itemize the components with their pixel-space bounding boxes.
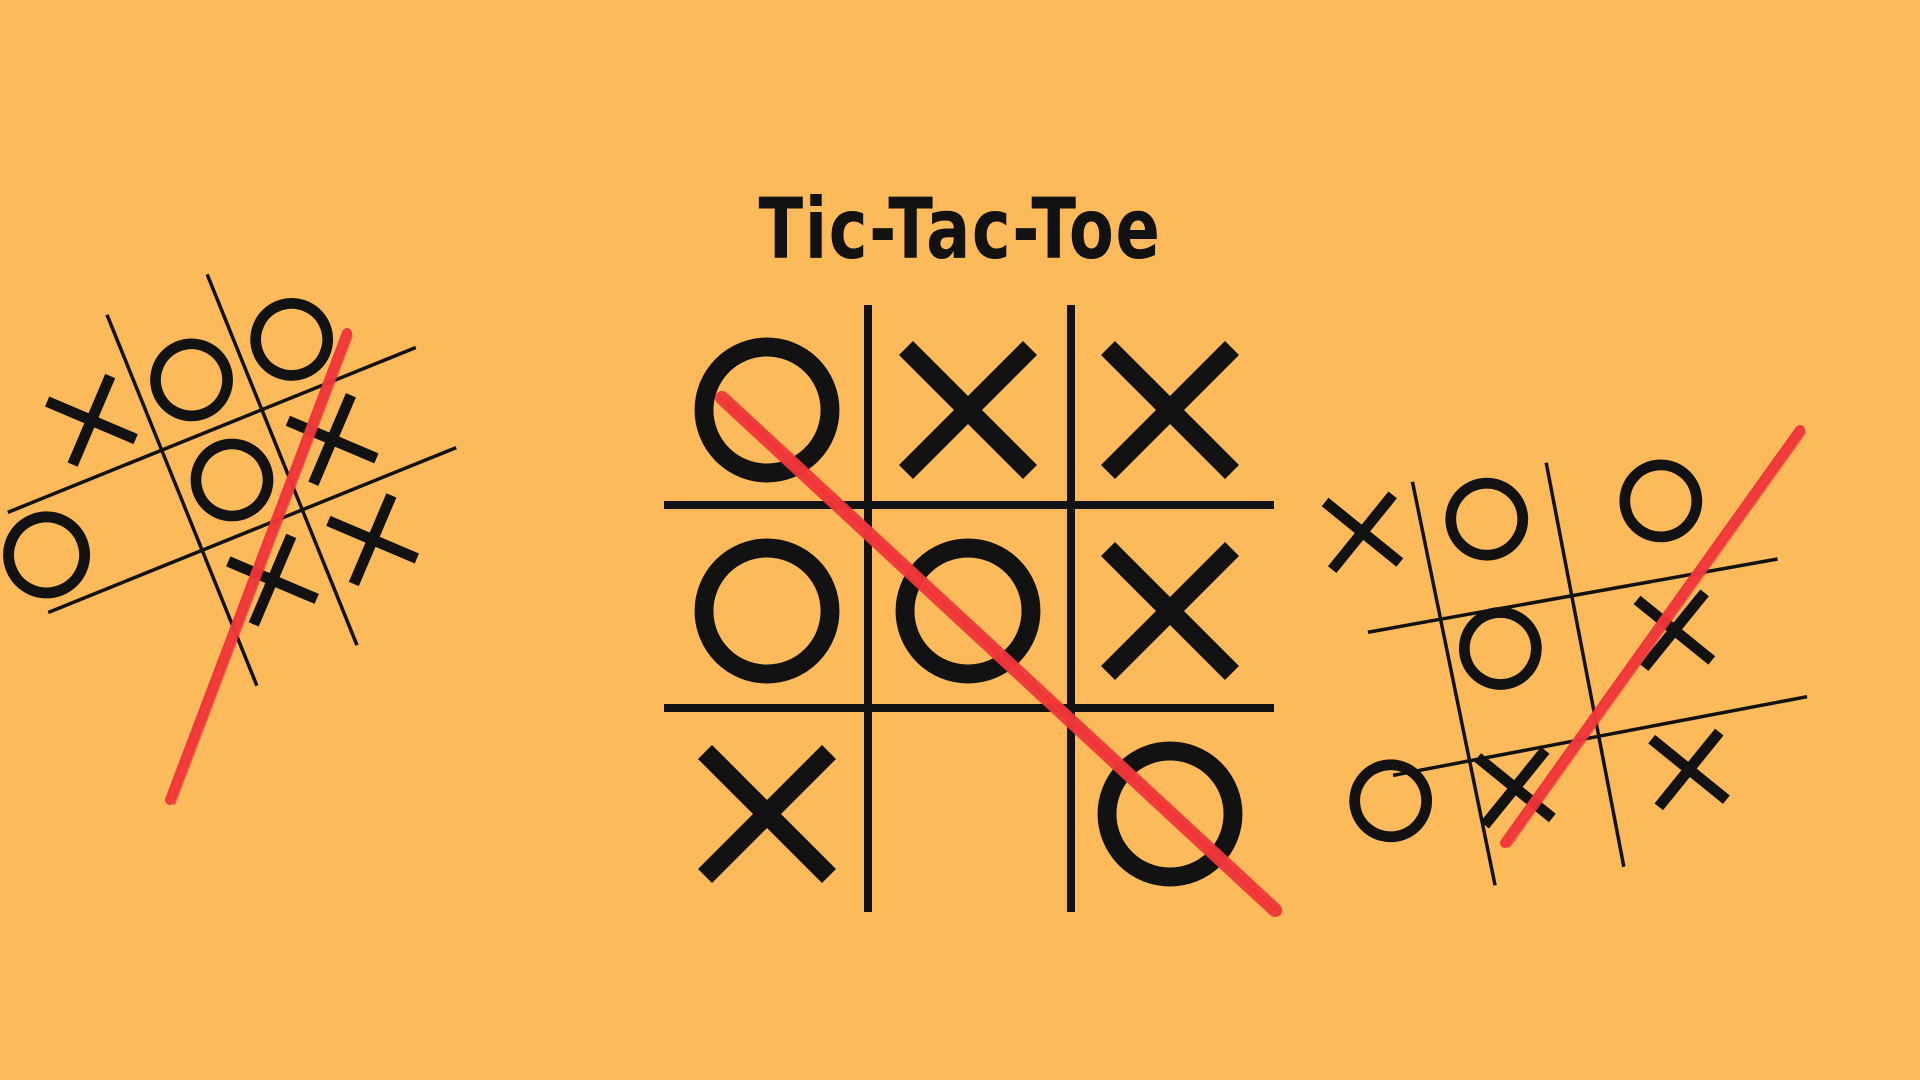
main-board <box>664 305 1282 917</box>
right-board <box>1303 425 1808 886</box>
grid-line <box>1410 481 1497 886</box>
strike-main <box>1500 425 1805 848</box>
board-cell[interactable] <box>1456 728 1575 847</box>
right-grid <box>1367 462 1808 886</box>
strike-main <box>165 328 352 805</box>
board-cell[interactable] <box>21 350 162 491</box>
o-mark <box>1097 741 1243 887</box>
x-mark <box>226 533 319 627</box>
board-cell[interactable] <box>221 269 362 410</box>
board-cell[interactable] <box>1601 442 1720 561</box>
board-cell[interactable] <box>685 529 849 693</box>
game-title: Tic-Tac-Toe <box>211 180 1709 278</box>
strike-accent <box>172 334 353 805</box>
board-cell[interactable] <box>1088 732 1252 896</box>
game-title-text: Tic-Tac-Toe <box>758 180 1162 278</box>
grid-line <box>1367 557 1778 634</box>
board-cell[interactable] <box>886 732 1050 896</box>
x-stroke <box>248 533 297 627</box>
o-mark <box>1458 607 1542 690</box>
cell-hitbox[interactable] <box>1331 741 1450 860</box>
board-cell[interactable] <box>1303 473 1422 592</box>
x-mark <box>697 744 837 884</box>
grid-line <box>47 446 457 615</box>
board-cell[interactable] <box>1441 589 1560 708</box>
cell-hitbox[interactable] <box>1601 442 1720 561</box>
x-stroke <box>898 340 1038 480</box>
x-mark <box>898 340 1038 480</box>
x-mark <box>45 373 138 467</box>
x-stroke <box>1639 589 1709 671</box>
main-winning-strike <box>715 391 1282 917</box>
board-cell[interactable] <box>121 310 262 451</box>
strike-accent <box>1500 426 1799 843</box>
grid-line <box>1544 462 1626 868</box>
board-cell[interactable] <box>1331 741 1450 860</box>
strike-accent <box>1507 431 1806 848</box>
board-cell[interactable] <box>1088 529 1252 693</box>
left-board-body <box>3 269 457 687</box>
board-cell[interactable] <box>262 369 403 510</box>
grid-line <box>205 273 359 646</box>
x-mark <box>1100 340 1240 480</box>
o-mark <box>1619 459 1703 543</box>
cell-hitbox[interactable] <box>1317 602 1436 721</box>
o-mark <box>1349 759 1433 843</box>
right-board-body <box>1303 442 1808 886</box>
board-cell[interactable] <box>1427 460 1546 579</box>
main-grid <box>664 305 1274 912</box>
x-mark <box>326 493 419 587</box>
x-mark <box>1321 491 1404 574</box>
x-stroke <box>697 744 837 884</box>
board-cell[interactable] <box>202 510 343 651</box>
cell-hitbox[interactable] <box>886 732 1050 896</box>
o-mark <box>895 538 1041 684</box>
x-stroke <box>1480 746 1550 829</box>
o-mark <box>250 298 334 381</box>
o-mark <box>1445 477 1529 561</box>
x-stroke <box>308 393 356 486</box>
cell-hitbox[interactable] <box>1441 589 1560 708</box>
x-stroke <box>348 493 397 587</box>
x-stroke <box>1100 340 1240 480</box>
x-mark <box>1633 589 1716 671</box>
strike-accent <box>717 394 1274 910</box>
board-cell[interactable] <box>162 410 303 551</box>
grid-line <box>1392 694 1808 778</box>
left-winning-strike <box>165 328 353 805</box>
o-mark <box>694 538 840 684</box>
x-mark <box>285 393 379 486</box>
strike-accent <box>165 329 346 800</box>
board-cell[interactable] <box>1317 602 1436 721</box>
board-cell[interactable] <box>1630 710 1749 829</box>
right-winning-strike <box>1500 425 1806 848</box>
board-cell[interactable] <box>1615 571 1734 690</box>
o-mark <box>3 511 91 599</box>
board-cell[interactable] <box>1088 328 1252 492</box>
o-mark <box>150 338 233 422</box>
x-stroke <box>1654 728 1724 811</box>
x-stroke <box>67 373 116 467</box>
x-mark <box>1474 746 1556 829</box>
grid-line <box>7 345 417 514</box>
board-cell[interactable] <box>685 732 849 896</box>
cell-hitbox[interactable] <box>1427 460 1546 579</box>
o-mark <box>190 438 274 522</box>
x-mark <box>1648 728 1730 811</box>
x-mark <box>1100 541 1240 681</box>
x-stroke <box>1100 541 1240 681</box>
board-cell[interactable] <box>886 328 1050 492</box>
board-cell[interactable] <box>302 469 443 610</box>
left-board <box>3 269 457 805</box>
board-cell[interactable] <box>886 529 1050 693</box>
o-mark <box>694 337 840 483</box>
x-stroke <box>1327 491 1397 574</box>
board-cell[interactable] <box>685 328 849 492</box>
